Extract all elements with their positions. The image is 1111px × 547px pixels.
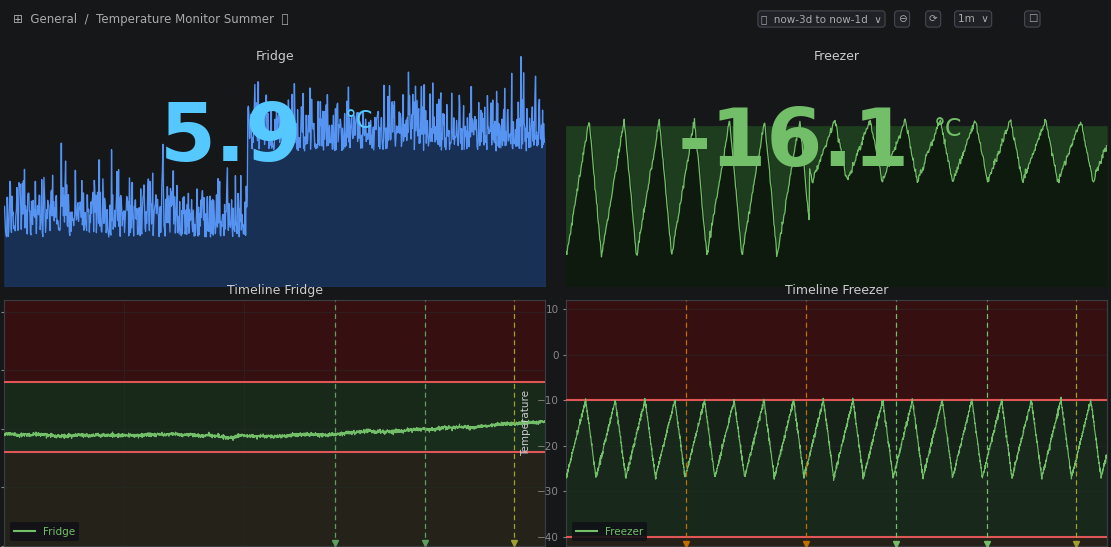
Text: ⟳: ⟳ <box>929 14 938 24</box>
Bar <box>567 300 1107 400</box>
Legend: Fridge: Fridge <box>10 522 79 540</box>
Bar <box>4 452 544 546</box>
Text: ⊞  General  /  Temperature Monitor Summer  ⤶: ⊞ General / Temperature Monitor Summer ⤶ <box>13 13 289 26</box>
Text: ⏰  now-3d to now-1d  ∨: ⏰ now-3d to now-1d ∨ <box>761 14 882 24</box>
Text: ☐: ☐ <box>1028 14 1037 24</box>
Text: Freezer: Freezer <box>813 50 860 63</box>
Text: °C: °C <box>933 117 962 141</box>
Legend: Freezer: Freezer <box>571 522 648 540</box>
Text: 5.9: 5.9 <box>160 100 302 178</box>
Bar <box>567 537 1107 546</box>
Text: ⊖: ⊖ <box>898 14 907 24</box>
Bar <box>4 300 544 382</box>
Y-axis label: Temperature: Temperature <box>521 390 531 456</box>
Text: Fridge: Fridge <box>256 50 294 63</box>
Bar <box>4 382 544 452</box>
Bar <box>567 400 1107 537</box>
Text: °C: °C <box>344 109 373 133</box>
Text: 1m  ∨: 1m ∨ <box>958 14 989 24</box>
Title: Timeline Fridge: Timeline Fridge <box>227 284 322 297</box>
Title: Timeline Freezer: Timeline Freezer <box>784 284 888 297</box>
Text: -16.1: -16.1 <box>677 104 909 183</box>
